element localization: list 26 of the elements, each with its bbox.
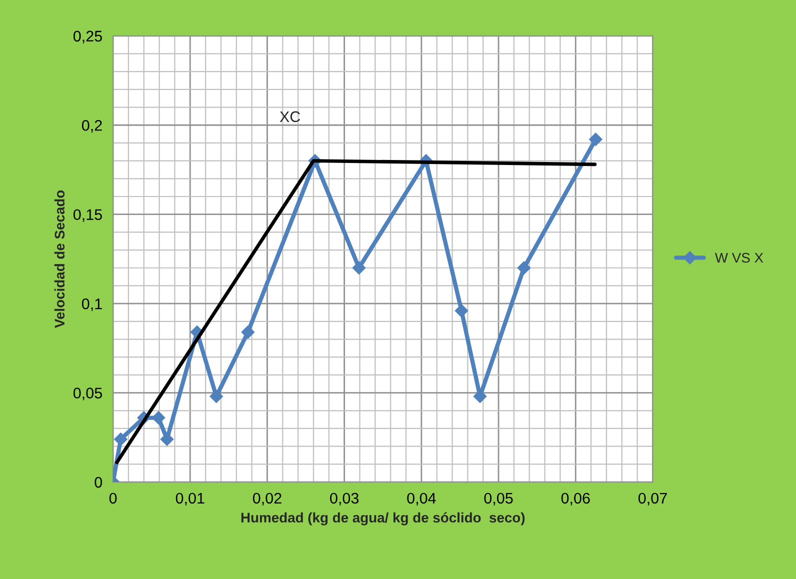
y-axis-title: Velocidad de Secado (54, 190, 65, 328)
x-axis-title: Humedad (kg de agua/ kg de sóclido seco) (241, 512, 525, 526)
y-tick-label: 0 (94, 476, 102, 488)
x-tick-label: 0,07 (638, 492, 667, 506)
x-tick-label: 0,04 (407, 492, 436, 506)
x-tick-label: 0 (109, 492, 117, 504)
x-tick-label: 0,02 (252, 492, 282, 506)
y-tick-label: 0,25 (73, 30, 102, 44)
y-tick-label: 0,15 (73, 209, 102, 222)
point (152, 411, 166, 424)
point (114, 432, 128, 446)
y-tick-label: 0,2 (82, 120, 102, 133)
x-tick-label: 0,01 (176, 492, 204, 506)
point (352, 261, 366, 274)
x-tick-label: 0,06 (561, 492, 590, 506)
point (241, 326, 255, 339)
point (454, 304, 468, 318)
point (589, 132, 602, 146)
annotation: XC (280, 111, 300, 122)
point (210, 390, 223, 403)
legend-label: W VS X (714, 252, 764, 263)
point (517, 261, 531, 274)
x-tick-label: 0,03 (330, 492, 359, 506)
y-tick-label: 0,1 (82, 298, 102, 312)
x-tick-label: 0,05 (484, 492, 513, 506)
y-tick-label: 0,05 (73, 388, 102, 400)
